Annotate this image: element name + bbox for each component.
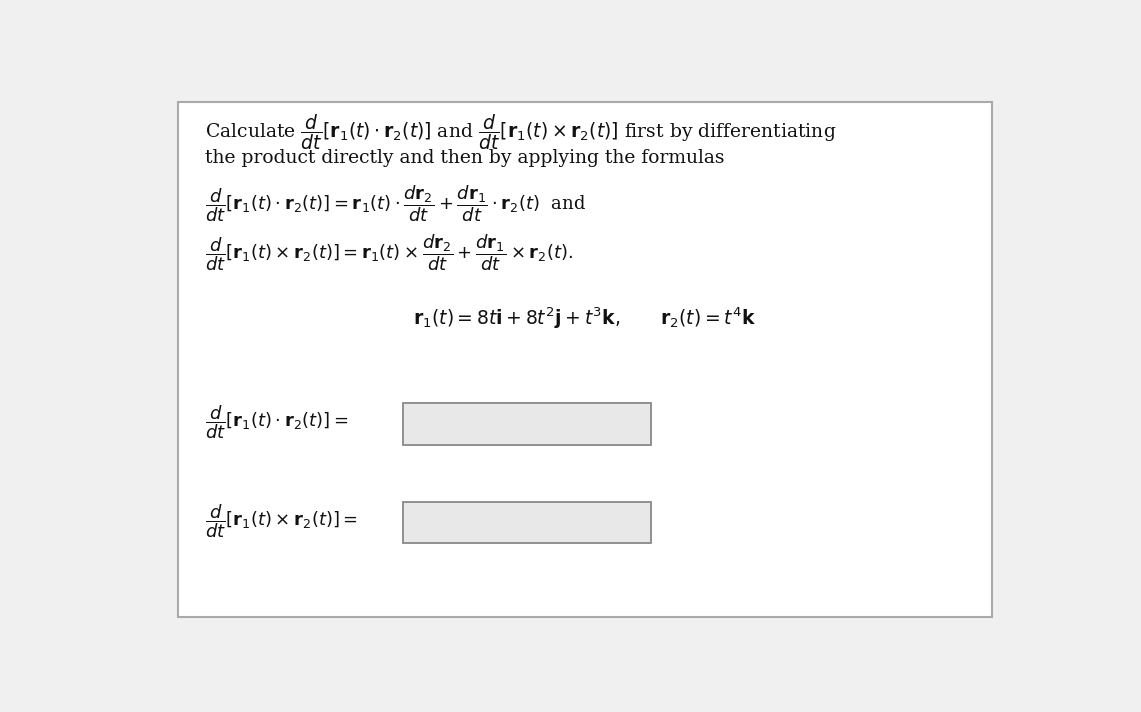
Text: the product directly and then by applying the formulas: the product directly and then by applyin… bbox=[204, 149, 725, 167]
Text: $\dfrac{d}{dt}[\mathbf{r}_1(t) \times \mathbf{r}_2(t)] = \mathbf{r}_1(t) \times : $\dfrac{d}{dt}[\mathbf{r}_1(t) \times \m… bbox=[204, 232, 573, 273]
Text: $\mathbf{r}_1(t) = 8t\mathbf{i} + 8t^2\mathbf{j} + t^3\mathbf{k},\qquad \mathbf{: $\mathbf{r}_1(t) = 8t\mathbf{i} + 8t^2\m… bbox=[413, 305, 756, 331]
FancyBboxPatch shape bbox=[404, 502, 652, 543]
FancyBboxPatch shape bbox=[404, 404, 652, 444]
Text: Calculate $\dfrac{d}{dt}[\mathbf{r}_1(t) \cdot \mathbf{r}_2(t)]$ and $\dfrac{d}{: Calculate $\dfrac{d}{dt}[\mathbf{r}_1(t)… bbox=[204, 112, 836, 152]
Text: $\dfrac{d}{dt}[\mathbf{r}_1(t) \cdot \mathbf{r}_2(t)] = \mathbf{r}_1(t) \cdot \d: $\dfrac{d}{dt}[\mathbf{r}_1(t) \cdot \ma… bbox=[204, 183, 585, 224]
FancyBboxPatch shape bbox=[178, 102, 992, 617]
Text: $\dfrac{d}{dt}[\mathbf{r}_1(t) \times \mathbf{r}_2(t)] =$: $\dfrac{d}{dt}[\mathbf{r}_1(t) \times \m… bbox=[204, 503, 357, 540]
Text: $\dfrac{d}{dt}[\mathbf{r}_1(t) \cdot \mathbf{r}_2(t)] =$: $\dfrac{d}{dt}[\mathbf{r}_1(t) \cdot \ma… bbox=[204, 404, 348, 441]
